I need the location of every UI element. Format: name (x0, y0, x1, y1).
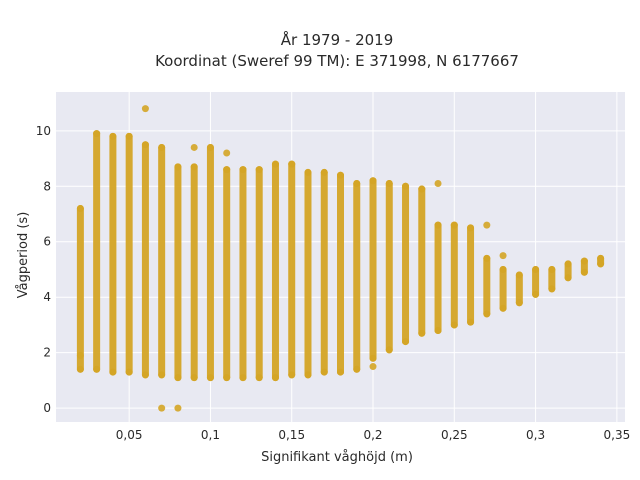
data-point (515, 271, 523, 279)
data-point (434, 326, 442, 334)
chart-title-line1: År 1979 - 2019 (281, 30, 394, 49)
data-point (288, 371, 296, 379)
data-point (369, 177, 377, 185)
data-point (125, 132, 133, 140)
data-point (580, 268, 588, 276)
data-point (418, 329, 426, 337)
data-point (271, 374, 279, 382)
data-point (158, 404, 166, 412)
data-point (418, 185, 426, 193)
data-point (223, 166, 231, 174)
x-tick-label: 0,15 (278, 428, 305, 442)
data-point (109, 132, 117, 140)
x-tick-label: 0,25 (441, 428, 468, 442)
data-point (76, 351, 84, 359)
data-point (483, 310, 491, 318)
data-point (158, 143, 166, 151)
data-point (174, 163, 182, 171)
data-point (548, 285, 556, 293)
x-tick-label: 0,2 (363, 428, 382, 442)
x-tick-label: 0,05 (116, 428, 143, 442)
data-points (76, 105, 605, 412)
data-point (337, 368, 344, 376)
data-point (271, 160, 279, 168)
data-point (353, 365, 361, 373)
data-point (288, 160, 296, 168)
data-point (320, 368, 328, 376)
data-point (304, 168, 312, 176)
data-point (467, 318, 475, 326)
y-axis-ticks: 0 2 4 6 8 10 (36, 124, 51, 415)
data-point (190, 163, 198, 171)
data-point (223, 374, 231, 382)
data-point (450, 321, 458, 329)
data-point (320, 168, 328, 176)
data-point (434, 221, 442, 229)
data-point (353, 180, 361, 188)
data-point (141, 371, 149, 379)
x-axis-label: Signifikant våghöjd (m) (261, 450, 413, 465)
y-axis-label: Vågperiod (s) (16, 212, 31, 299)
data-point (369, 363, 377, 371)
data-point (499, 252, 507, 260)
data-point (385, 180, 393, 188)
data-point (255, 374, 263, 382)
data-point (564, 274, 572, 282)
data-point (597, 254, 605, 262)
data-point (385, 346, 393, 354)
data-point (499, 265, 507, 273)
data-point (190, 374, 198, 382)
data-point (141, 141, 149, 149)
x-tick-label: 0,3 (526, 428, 545, 442)
data-point (483, 254, 491, 262)
chart-title-line2: Koordinat (Sweref 99 TM): E 371998, N 61… (155, 52, 519, 70)
data-point (499, 304, 507, 312)
data-point (304, 371, 312, 379)
data-point (223, 149, 231, 157)
y-tick-label: 10 (36, 124, 51, 138)
data-point (76, 365, 84, 373)
y-tick-label: 4 (43, 290, 51, 304)
data-point (548, 265, 556, 273)
data-point (76, 204, 84, 212)
x-tick-label: 0,1 (201, 428, 220, 442)
data-point (369, 354, 377, 362)
data-point (190, 143, 198, 151)
data-point (402, 182, 410, 190)
data-point (93, 365, 101, 373)
data-point (337, 171, 344, 179)
x-tick-label: 0,35 (604, 428, 631, 442)
data-point (109, 368, 117, 376)
data-point (450, 221, 458, 229)
data-point (402, 338, 410, 346)
data-point (255, 166, 263, 174)
y-tick-label: 8 (43, 179, 51, 193)
data-point (580, 257, 588, 265)
x-axis-ticks: 0,05 0,1 0,15 0,2 0,25 0,3 0,35 (116, 428, 630, 442)
y-tick-label: 2 (43, 346, 51, 360)
data-point (467, 224, 475, 232)
data-point (174, 374, 182, 382)
data-point (206, 374, 214, 382)
data-point (434, 180, 442, 188)
data-point (239, 166, 247, 174)
data-point (597, 260, 605, 268)
data-point (564, 260, 572, 268)
data-point (239, 374, 247, 382)
data-point (93, 130, 101, 138)
data-point (532, 290, 540, 298)
data-point (141, 105, 149, 113)
data-point (158, 371, 166, 379)
data-point (515, 299, 523, 307)
data-point (125, 368, 133, 376)
data-point (532, 265, 540, 273)
data-point (174, 404, 182, 412)
data-point (206, 143, 214, 151)
data-point (483, 221, 491, 229)
y-tick-label: 6 (43, 235, 51, 249)
y-tick-label: 0 (43, 401, 51, 415)
